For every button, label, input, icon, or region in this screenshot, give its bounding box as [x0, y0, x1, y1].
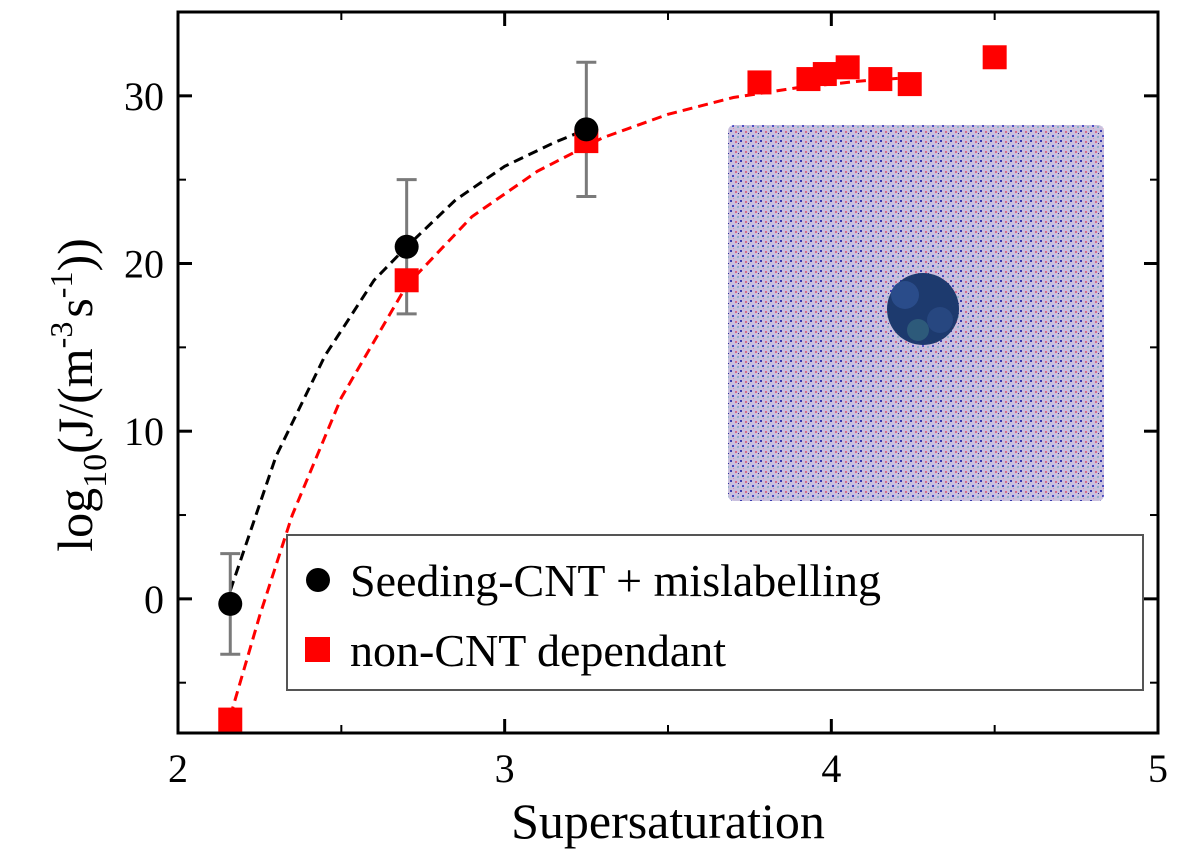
x-tick-label: 3 — [495, 746, 515, 791]
point-seeding — [574, 117, 599, 142]
point-noncnt — [835, 55, 860, 80]
point-noncnt — [812, 62, 837, 87]
legend-marker-seeding — [306, 568, 330, 592]
point-noncnt — [868, 67, 893, 92]
x-tick-label: 5 — [1148, 746, 1168, 791]
point-seeding — [218, 591, 243, 616]
svg-text:log10(J/(m-3s-1)): log10(J/(m-3s-1)) — [43, 238, 114, 552]
y-tick-label: 10 — [124, 409, 164, 454]
legend-box — [286, 534, 1144, 691]
x-tick-label: 2 — [168, 746, 188, 791]
legend: Seeding-CNT + mislabelling non-CNT depen… — [286, 534, 1144, 691]
point-seeding — [394, 234, 419, 259]
point-noncnt — [897, 72, 922, 97]
x-axis-label: Supersaturation — [511, 793, 825, 849]
axis-ticks — [176, 11, 1160, 733]
fit-curve-0 — [228, 128, 587, 591]
point-noncnt — [394, 268, 419, 293]
x-tick-labels: 2 3 4 5 — [168, 746, 1168, 791]
y-tick-label: 30 — [124, 74, 164, 119]
point-noncnt — [218, 707, 243, 732]
simulation-inset — [728, 125, 1104, 501]
y-axis-label: log10(J/(m-3s-1)) — [43, 238, 114, 552]
legend-marker-noncnt — [305, 637, 330, 662]
point-noncnt — [982, 45, 1007, 70]
legend-label-noncnt: non-CNT dependant — [350, 625, 726, 676]
x-tick-label: 4 — [821, 746, 841, 791]
data-markers — [218, 45, 1007, 732]
y-tick-label: 0 — [144, 577, 164, 622]
legend-label-seeding: Seeding-CNT + mislabelling — [350, 555, 881, 606]
point-noncnt — [747, 70, 772, 95]
y-tick-label: 20 — [124, 242, 164, 287]
y-tick-labels: 0 10 20 30 — [124, 74, 164, 622]
